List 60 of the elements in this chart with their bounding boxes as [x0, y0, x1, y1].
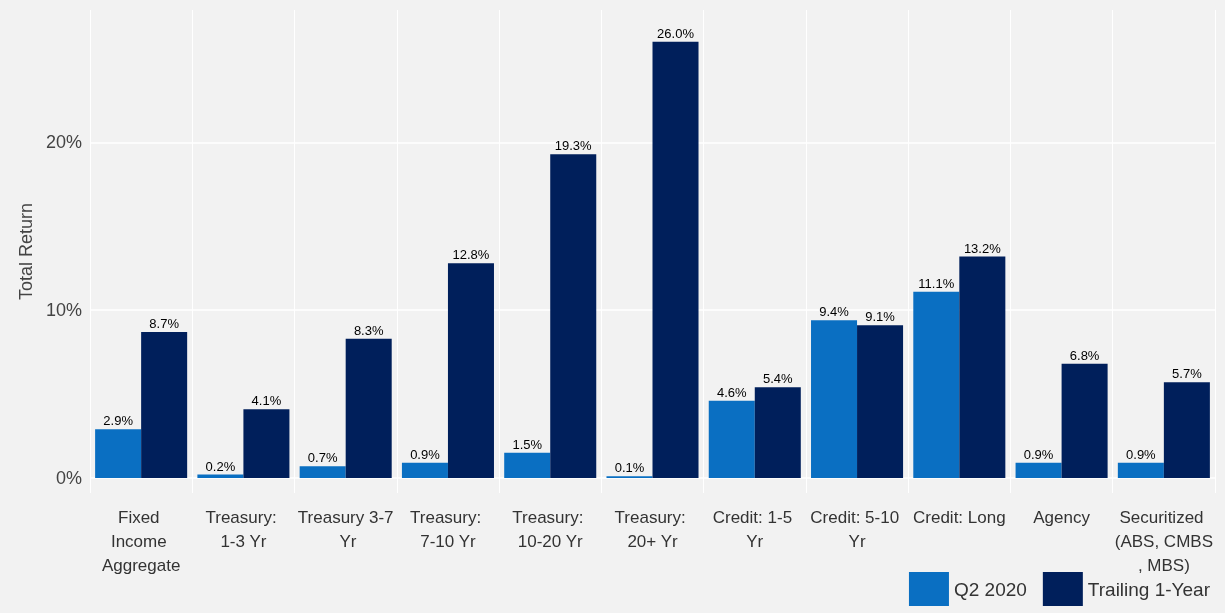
y-axis-title: Total Return: [16, 202, 36, 301]
bar: [95, 429, 142, 478]
data-label: 0.9%: [1126, 446, 1157, 462]
bar: [345, 338, 392, 478]
bar: [1015, 462, 1062, 478]
x-tick-label: Credit: 1-5 Yr: [712, 507, 797, 551]
bar: [504, 452, 551, 478]
bar: [243, 409, 290, 478]
data-label: 0.2%: [205, 458, 236, 474]
data-label: 0.9%: [1023, 446, 1054, 462]
y-tick-label: 10%: [45, 300, 82, 321]
bar: [1163, 382, 1210, 478]
bar: [1061, 363, 1108, 478]
data-label: 5.7%: [1172, 366, 1203, 382]
x-tick-label: Treasury: 7-10 Yr: [410, 507, 486, 551]
x-tick-label: Treasury: 20+ Yr: [614, 507, 691, 551]
bar: [913, 291, 960, 478]
data-label: 6.8%: [1069, 347, 1100, 363]
data-label: 4.6%: [716, 384, 748, 400]
data-label: 2.9%: [103, 413, 134, 429]
data-label: 9.4%: [819, 304, 850, 320]
bar: [197, 474, 244, 478]
x-tick-label: Credit: Long: [913, 507, 1006, 527]
bar: [141, 332, 188, 478]
x-tick-label: Treasury 3-7 Yr: [297, 507, 394, 551]
x-tick-label: Credit: 5-10 Yr: [810, 507, 904, 551]
bar: [1117, 462, 1164, 478]
bar: [299, 466, 346, 478]
legend-label: Q2 2020: [953, 578, 1027, 600]
x-tick-label: Treasury: 1-3 Yr: [205, 507, 282, 551]
bar: [708, 400, 755, 478]
bar: [401, 462, 448, 478]
x-tick-label: Agency: [1033, 507, 1091, 527]
data-label: 12.8%: [452, 247, 490, 263]
data-label: 19.3%: [554, 138, 593, 154]
data-label: 8.7%: [149, 316, 180, 331]
bar: [959, 256, 1006, 478]
bar: [857, 325, 904, 478]
y-tick-label: 0%: [55, 467, 82, 488]
x-tick-label: Treasury: 10-20 Yr: [512, 507, 589, 551]
data-label: 0.9%: [410, 446, 441, 462]
bar: [550, 154, 597, 478]
bar: [447, 263, 494, 478]
bar: [754, 387, 801, 478]
data-label: 8.3%: [353, 322, 384, 338]
y-tick-label: 20%: [45, 132, 82, 153]
data-label: 4.1%: [251, 393, 282, 409]
bar: [652, 41, 699, 478]
data-label: 11.1%: [918, 275, 955, 291]
data-label: 13.2%: [963, 240, 1002, 256]
x-tick-label: Securitized (ABS, CMBS, MBS): [1114, 507, 1213, 575]
data-label: 1.5%: [512, 436, 543, 452]
data-label: 0.7%: [307, 450, 338, 466]
data-label: 5.4%: [762, 371, 794, 387]
bar: [811, 320, 858, 478]
data-label: 26.0%: [657, 25, 695, 41]
data-label: 9.1%: [865, 309, 896, 325]
legend-label: Trailing 1-Year: [1087, 578, 1211, 600]
data-label: 0.1%: [614, 460, 645, 476]
x-tick-label: Fixed Income Aggregate: [101, 507, 181, 575]
